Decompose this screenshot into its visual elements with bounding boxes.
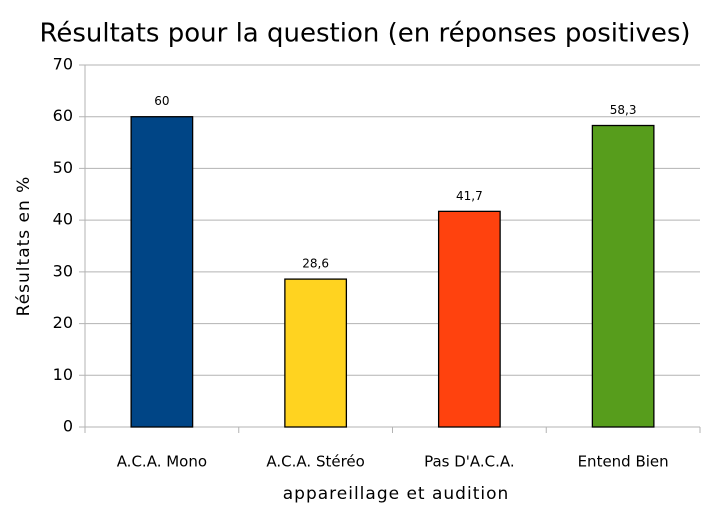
y-tick-label: 0 xyxy=(63,417,73,436)
y-tick-label: 20 xyxy=(53,313,73,332)
y-tick-label: 60 xyxy=(53,106,73,125)
y-tick-label: 30 xyxy=(53,261,73,280)
x-tick-label: Pas D'A.C.A. xyxy=(424,453,515,471)
x-tick-label: Entend Bien xyxy=(578,453,669,471)
y-axis-label: Résultats en % xyxy=(14,176,34,317)
y-tick-label: 50 xyxy=(53,158,73,177)
x-tick-label: A.C.A. Stéréo xyxy=(266,453,364,471)
value-label: 28,6 xyxy=(302,257,329,271)
y-tick-label: 10 xyxy=(53,365,73,384)
y-tick-label: 70 xyxy=(53,55,73,74)
y-tick-label: 40 xyxy=(53,210,73,229)
x-axis-label: appareillage et audition xyxy=(283,484,510,504)
value-label: 60 xyxy=(154,94,169,108)
bar xyxy=(591,124,655,428)
value-label: 41,7 xyxy=(456,189,483,203)
bar xyxy=(437,210,501,428)
bar xyxy=(130,116,194,428)
bar xyxy=(284,278,348,428)
chart-title: Résultats pour la question (en réponses … xyxy=(39,19,690,49)
x-tick-label: A.C.A. Mono xyxy=(117,453,207,471)
value-label: 58,3 xyxy=(610,103,637,117)
